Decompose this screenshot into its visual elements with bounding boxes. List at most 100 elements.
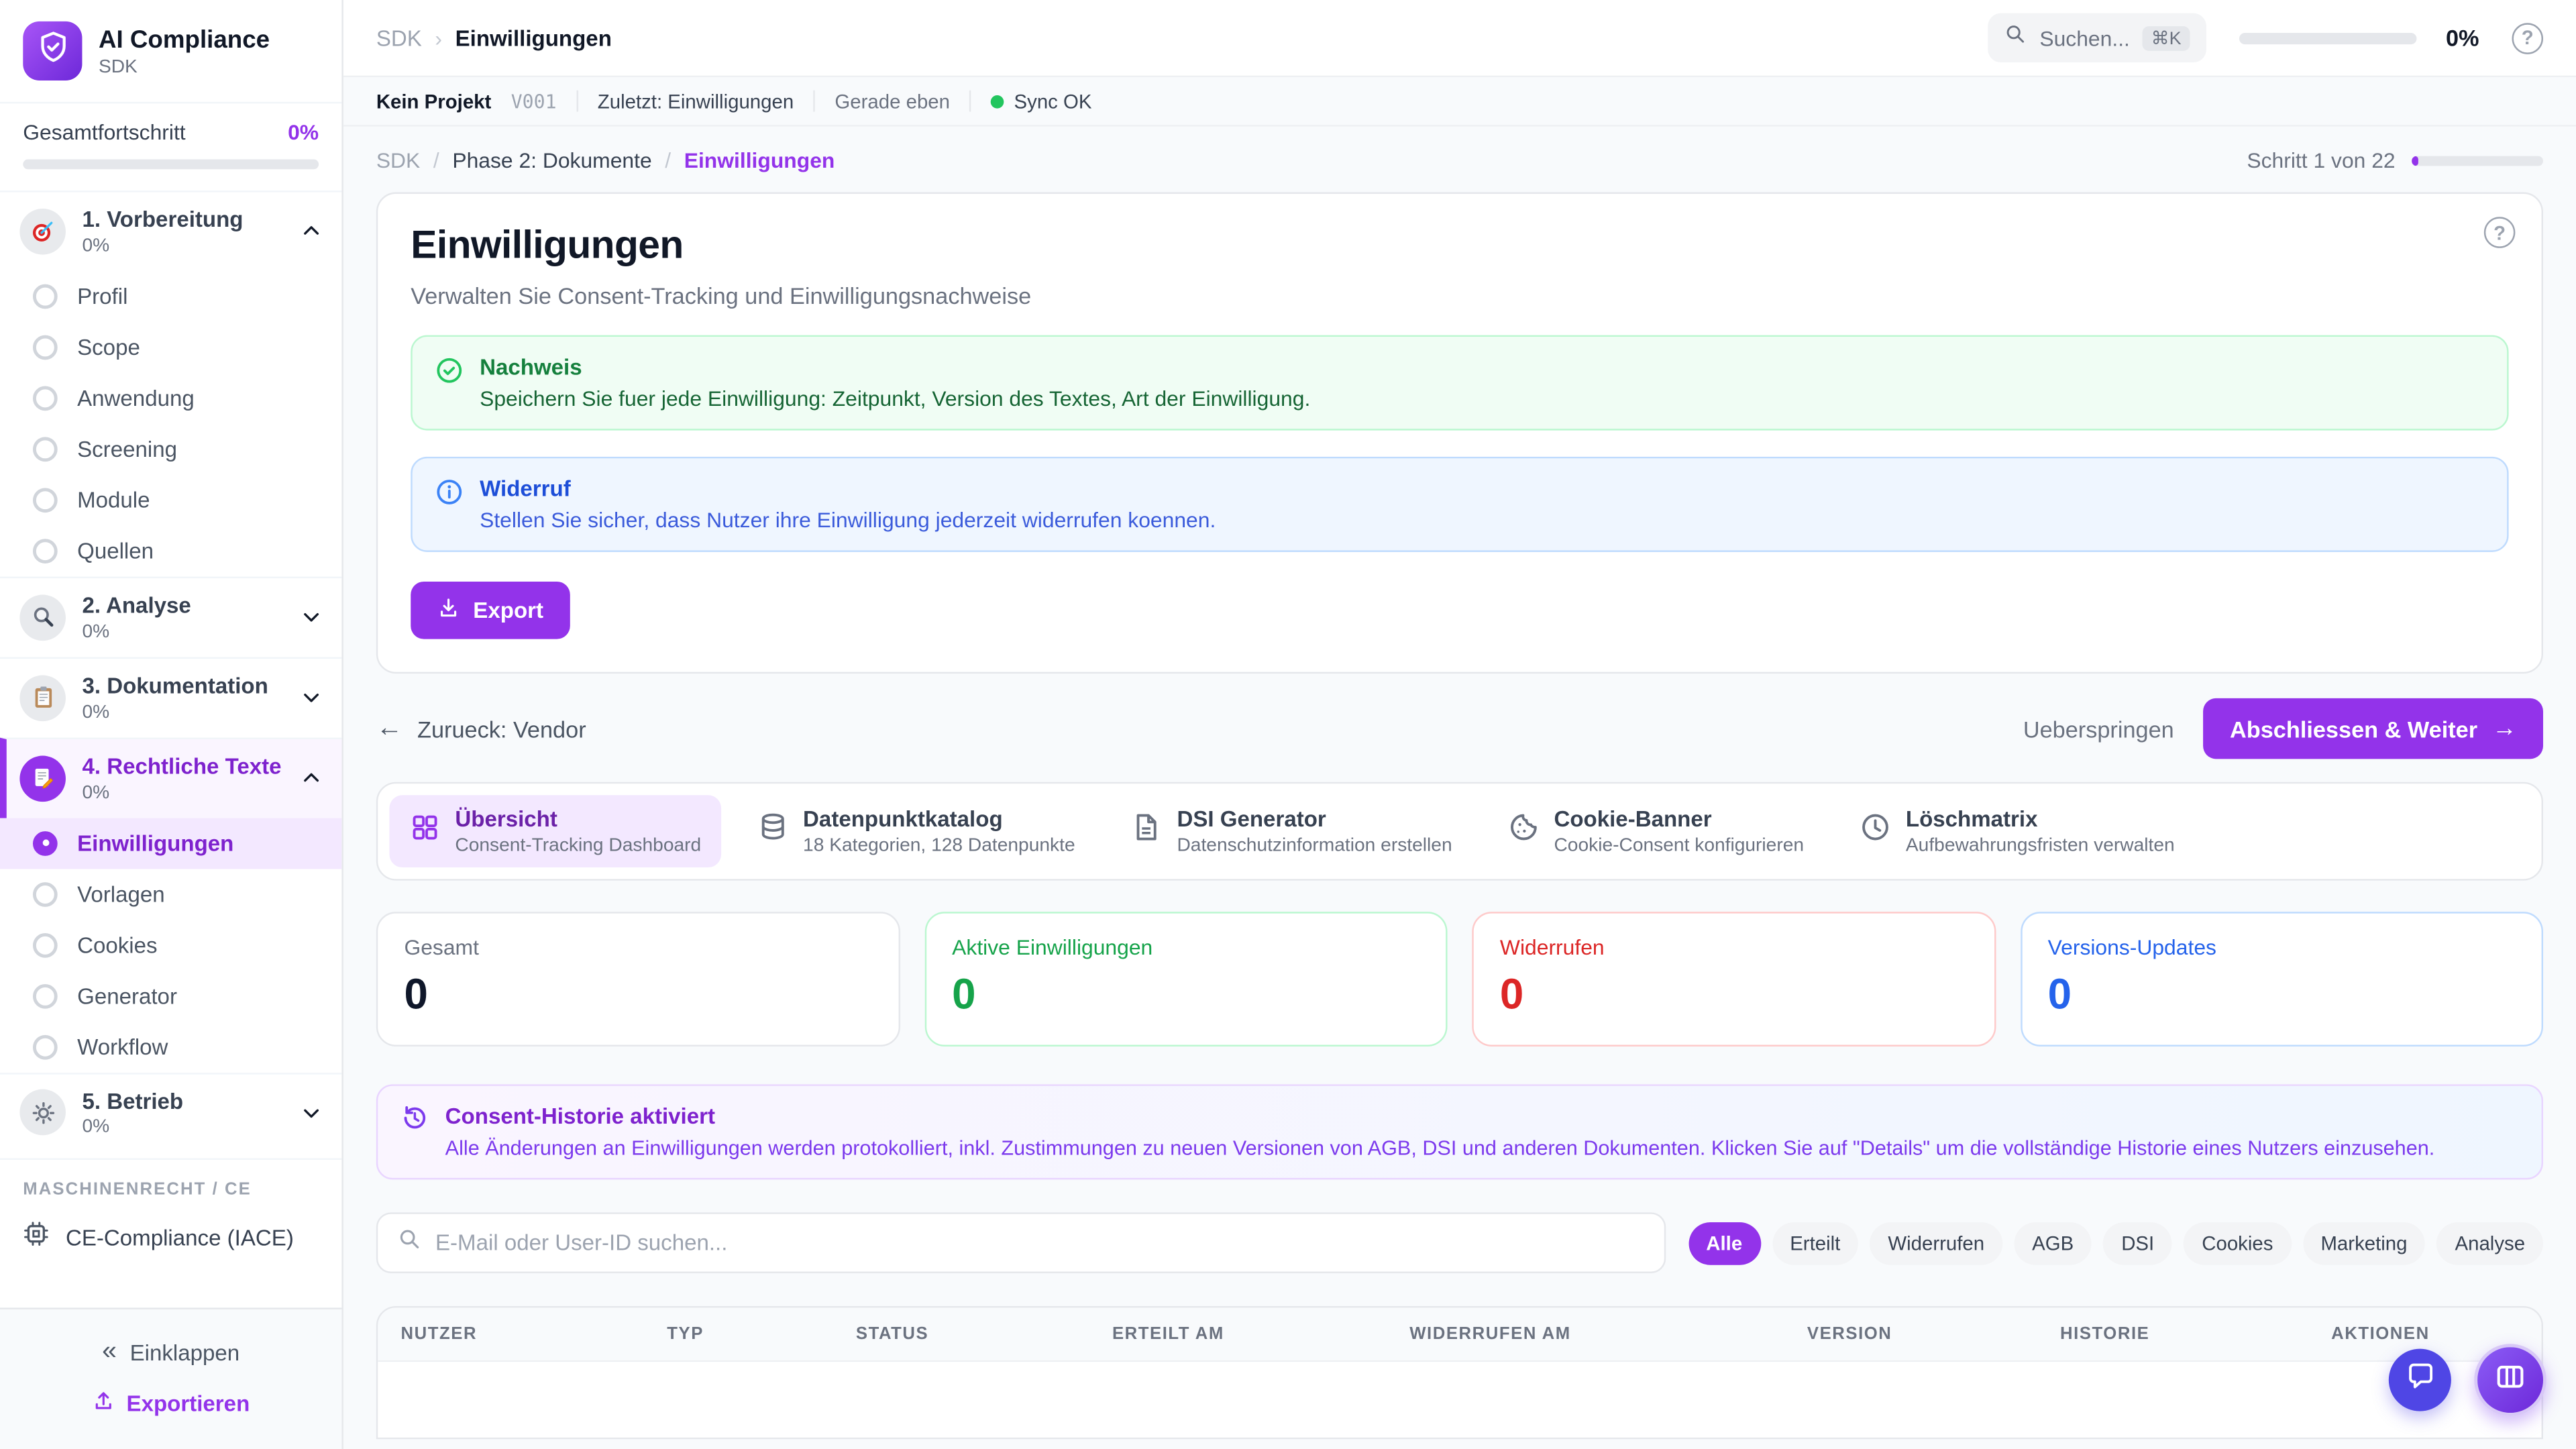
consents-table: NUTZER TYP STATUS ERTEILT AM WIDERRUFEN … bbox=[376, 1306, 2544, 1440]
sidebar-section-dokumentation[interactable]: 3. Dokumentation 0% bbox=[0, 656, 342, 737]
sidebar-item-anwendung[interactable]: Anwendung bbox=[0, 373, 341, 424]
tab-uebersicht[interactable]: Übersicht Consent-Tracking Dashboard bbox=[389, 795, 721, 868]
brand-logo bbox=[23, 21, 83, 81]
last-saved-time: Gerade eben bbox=[835, 89, 951, 113]
page-breadcrumb: SDK / Phase 2: Dokumente / Einwilligunge… bbox=[376, 148, 835, 173]
sidebar-item-module[interactable]: Module bbox=[0, 474, 341, 525]
page-title: Einwilligungen bbox=[411, 223, 684, 268]
radio-icon bbox=[32, 538, 58, 564]
chip-agb[interactable]: AGB bbox=[2014, 1222, 2092, 1265]
panel-view-fab-button[interactable] bbox=[2474, 1344, 2546, 1417]
double-chevron-left-icon bbox=[102, 1337, 117, 1366]
sidebar-footer: Einklappen Exportieren bbox=[0, 1307, 342, 1449]
chevron-up-icon bbox=[301, 221, 322, 242]
topbar: SDK › Einwilligungen Suchen... ⌘K 0% bbox=[343, 0, 2576, 78]
radio-icon bbox=[32, 386, 58, 411]
sidebar-section-analyse[interactable]: 2. Analyse 0% bbox=[0, 576, 342, 657]
complete-next-button[interactable]: Abschliessen & Weiter bbox=[2203, 698, 2544, 759]
tab-dsi-generator[interactable]: DSI Generator Datenschutzinformation ers… bbox=[1112, 795, 1472, 867]
chip-dsi[interactable]: DSI bbox=[2103, 1222, 2173, 1265]
sidebar-group-label: MASCHINENRECHT / CE bbox=[0, 1159, 342, 1206]
sidebar-item-quellen[interactable]: Quellen bbox=[0, 525, 341, 576]
col-erteilt-am: ERTEILT AM bbox=[1112, 1324, 1224, 1344]
arrow-left-icon bbox=[376, 714, 402, 743]
user-search-input[interactable] bbox=[435, 1230, 1644, 1256]
clock-icon bbox=[1860, 812, 1891, 851]
document-icon bbox=[1131, 812, 1163, 851]
sidebar-item-cookies[interactable]: Cookies bbox=[0, 919, 341, 970]
project-name: Kein Projekt bbox=[376, 89, 492, 113]
target-icon bbox=[19, 208, 66, 255]
magnifier-icon bbox=[19, 594, 66, 641]
col-version: VERSION bbox=[1807, 1324, 1892, 1344]
col-aktionen: AKTIONEN bbox=[2331, 1324, 2430, 1344]
radio-icon bbox=[32, 881, 58, 906]
global-search-button[interactable]: Suchen... ⌘K bbox=[1988, 13, 2206, 63]
search-icon bbox=[2005, 23, 2027, 52]
chip-analyse[interactable]: Analyse bbox=[2436, 1222, 2544, 1265]
chip-widerrufen[interactable]: Widerrufen bbox=[1870, 1222, 2003, 1265]
sidebar-export-button[interactable]: Exportieren bbox=[0, 1379, 341, 1430]
overall-progress: Gesamtfortschritt 0% bbox=[0, 103, 342, 193]
sidebar-item-generator[interactable]: Generator bbox=[0, 970, 341, 1021]
card-help-icon[interactable] bbox=[2483, 217, 2516, 248]
chevron-down-icon bbox=[301, 1102, 322, 1124]
sidebar-item-scope[interactable]: Scope bbox=[0, 322, 341, 373]
section-title: 1. Vorbereitung bbox=[82, 207, 244, 232]
breadcrumb-separator: › bbox=[435, 25, 443, 50]
help-icon[interactable] bbox=[2512, 22, 2544, 54]
note-nachweis: Nachweis Speichern Sie fuer jede Einwill… bbox=[411, 335, 2509, 431]
sidebar-nav: 1. Vorbereitung 0% Profil Scope Anwendun… bbox=[0, 193, 342, 1308]
sidebar-item-screening[interactable]: Screening bbox=[0, 424, 341, 475]
radio-icon bbox=[32, 284, 58, 309]
stats-row: Gesamt 0 Aktive Einwilligungen 0 Widerru… bbox=[376, 912, 2544, 1047]
clipboard-icon bbox=[19, 674, 66, 721]
tabs-bar: Übersicht Consent-Tracking Dashboard Dat… bbox=[376, 782, 2544, 881]
cpu-chip-icon bbox=[23, 1222, 49, 1256]
sidebar-item-workflow[interactable]: Workflow bbox=[0, 1021, 341, 1072]
table-body-empty bbox=[378, 1362, 2542, 1438]
table-header: NUTZER TYP STATUS ERTEILT AM WIDERRUFEN … bbox=[378, 1307, 2542, 1362]
app-title: AI Compliance bbox=[98, 25, 270, 54]
sidebar-section-rechtliche-texte[interactable]: 4. Rechtliche Texte 0% bbox=[0, 737, 342, 818]
user-search-box[interactable] bbox=[376, 1212, 1666, 1274]
sidebar-item-einwilligungen[interactable]: Einwilligungen bbox=[0, 817, 342, 869]
chip-marketing[interactable]: Marketing bbox=[2302, 1222, 2426, 1265]
note-widerruf: Widerruf Stellen Sie sicher, dass Nutzer… bbox=[411, 456, 2509, 552]
brand-header: AI Compliance SDK bbox=[0, 0, 342, 104]
info-circle-icon bbox=[435, 478, 464, 533]
skip-button[interactable]: Ueberspringen bbox=[2023, 715, 2174, 742]
col-typ: TYP bbox=[667, 1324, 704, 1344]
sidebar-item-vorlagen[interactable]: Vorlagen bbox=[0, 868, 341, 919]
tab-datenpunktkatalog[interactable]: Datenpunktkatalog 18 Kategorien, 128 Dat… bbox=[737, 795, 1095, 867]
sidebar-section-vorbereitung[interactable]: 1. Vorbereitung 0% bbox=[0, 193, 341, 271]
page-subtitle: Verwalten Sie Consent-Tracking und Einwi… bbox=[411, 282, 1032, 309]
breadcrumb-sdk[interactable]: SDK bbox=[376, 148, 421, 173]
chevron-down-icon bbox=[301, 606, 322, 628]
consent-history-banner: Consent-Historie aktiviert Alle Änderung… bbox=[376, 1084, 2544, 1180]
sidebar-section-betrieb[interactable]: 5. Betrieb 0% bbox=[0, 1071, 342, 1152]
export-button[interactable]: Export bbox=[411, 581, 570, 639]
stat-widerrufen: Widerrufen 0 bbox=[1472, 912, 1996, 1047]
chip-alle[interactable]: Alle bbox=[1688, 1222, 1761, 1265]
breadcrumb-root[interactable]: SDK bbox=[376, 25, 422, 50]
collapse-sidebar-button[interactable]: Einklappen bbox=[0, 1326, 341, 1378]
topbar-breadcrumb: SDK › Einwilligungen bbox=[376, 25, 1972, 50]
back-to-vendor-link[interactable]: Zurueck: Vendor bbox=[376, 714, 586, 743]
chat-fab-button[interactable] bbox=[2388, 1348, 2451, 1411]
overall-progress-label: Gesamtfortschritt bbox=[23, 119, 186, 145]
radio-icon bbox=[32, 335, 58, 360]
tab-loeschmatrix[interactable]: Löschmatrix Aufbewahrungsfristen verwalt… bbox=[1840, 795, 2194, 867]
step-progress-bar bbox=[2412, 155, 2544, 166]
chip-cookies[interactable]: Cookies bbox=[2184, 1222, 2292, 1265]
chip-erteilt[interactable]: Erteilt bbox=[1772, 1222, 1859, 1265]
tab-cookie-banner[interactable]: Cookie-Banner Cookie-Consent konfigurier… bbox=[1489, 795, 1824, 867]
sidebar-item-ce-compliance[interactable]: CE-Compliance (IACE) bbox=[0, 1206, 341, 1271]
page-content: SDK / Phase 2: Dokumente / Einwilligunge… bbox=[343, 127, 2576, 1449]
database-icon bbox=[757, 812, 788, 851]
breadcrumb-phase[interactable]: Phase 2: Dokumente bbox=[452, 148, 652, 173]
sidebar-item-profil[interactable]: Profil bbox=[0, 271, 341, 322]
stat-versions-updates: Versions-Updates 0 bbox=[2020, 912, 2544, 1047]
filter-row: Alle Erteilt Widerrufen AGB DSI Cookies … bbox=[376, 1212, 2544, 1274]
